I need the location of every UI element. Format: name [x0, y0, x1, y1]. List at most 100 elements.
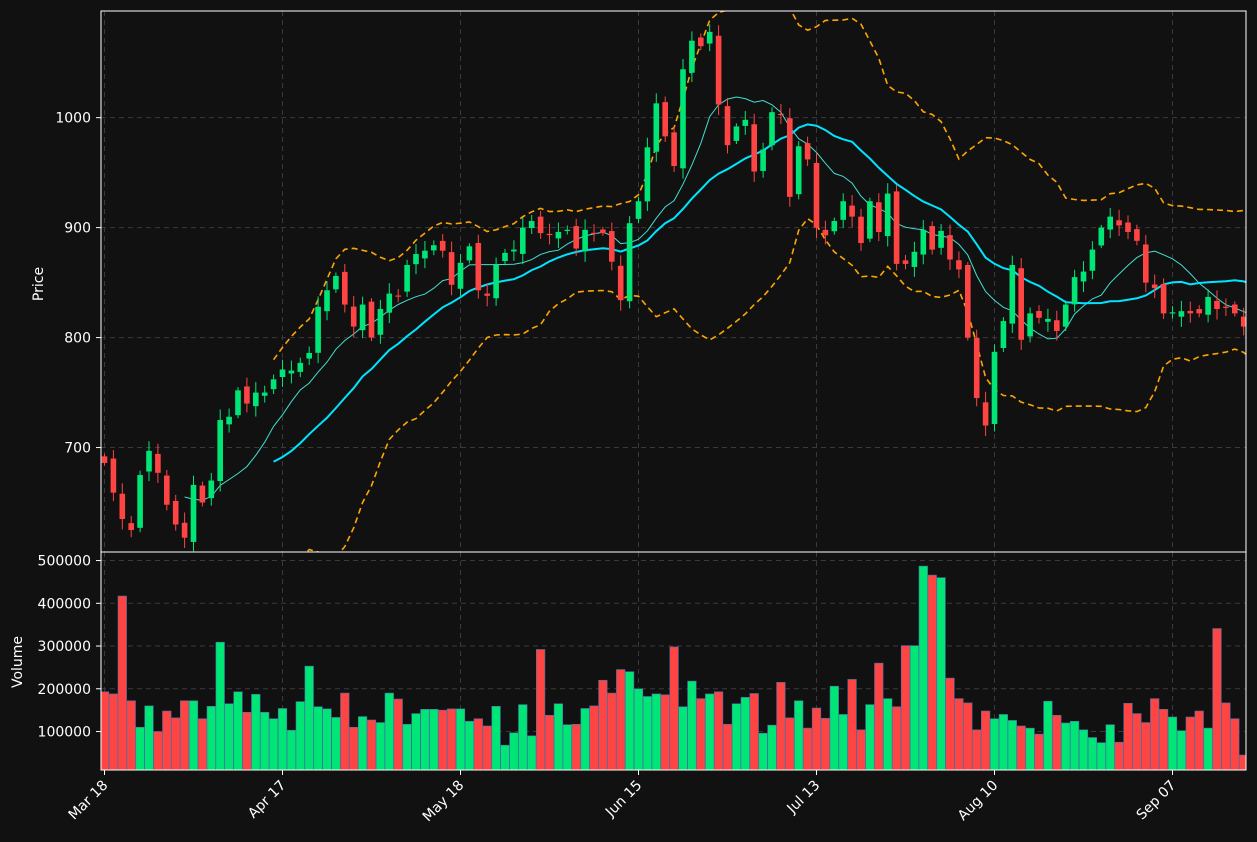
candle-body [680, 69, 686, 169]
candle-body [724, 106, 731, 146]
candle-body [1151, 284, 1158, 289]
candle-body [306, 352, 312, 359]
volume-bar [749, 693, 759, 770]
volume-bar [464, 720, 475, 770]
volume-bar [340, 692, 350, 770]
candle-body [778, 113, 784, 116]
volume-bar [580, 708, 590, 770]
volume-bar [1016, 725, 1026, 770]
volume-bar [1230, 718, 1240, 770]
candle-body [350, 306, 357, 327]
candle-body [1062, 304, 1069, 327]
candle-body [1045, 318, 1051, 322]
candle-body [261, 392, 268, 396]
candle-body [1240, 316, 1246, 327]
candle-body [973, 337, 980, 399]
candle-body [929, 226, 935, 250]
volume-y-tick-label: 300000 [38, 639, 91, 655]
candle-body [991, 351, 998, 425]
volume-bar [402, 723, 412, 770]
candle-body [662, 102, 668, 137]
candle-body [208, 480, 215, 499]
indicator-overlays [184, 11, 1246, 552]
candle-body [137, 475, 143, 528]
candle-body [635, 201, 642, 219]
volume-bar [197, 718, 208, 770]
candle-body [555, 232, 562, 239]
candle-body [1054, 320, 1060, 331]
volume-y-tick-label: 500000 [38, 554, 91, 570]
candle-body [965, 265, 971, 338]
volume-bar [366, 719, 377, 770]
volume-bar [322, 708, 332, 770]
volume-bar [1070, 720, 1080, 770]
candle-body [457, 262, 464, 289]
volume-bar [794, 700, 804, 770]
volume-bar [874, 662, 884, 770]
candle-body [359, 304, 366, 331]
volume-bar [713, 691, 724, 770]
volume-bars [101, 565, 1246, 770]
candle-body [101, 456, 108, 463]
candle-body [475, 242, 482, 291]
candle-body [342, 271, 348, 305]
volume-bar [135, 726, 145, 770]
candle-body [742, 119, 749, 126]
candle-body [1071, 277, 1078, 305]
candle-body [297, 362, 304, 372]
candle-body [876, 202, 882, 233]
candle-body [760, 149, 766, 171]
volume-bar [1052, 714, 1062, 770]
volume-bar [277, 708, 288, 770]
candlesticks [101, 24, 1246, 552]
candle-body [982, 402, 989, 426]
candle-body [128, 523, 134, 531]
price-axis-label: Price [31, 267, 47, 301]
candle-body [644, 147, 651, 202]
volume-bar [1194, 710, 1204, 770]
volume-bar [260, 711, 270, 770]
candle-body [164, 475, 170, 505]
candle-body [315, 306, 321, 353]
candle-body [600, 229, 606, 234]
candle-body [377, 308, 384, 335]
volume-bar [1221, 702, 1231, 770]
candle-body [1080, 271, 1087, 282]
candle-body [1223, 306, 1229, 308]
volume-bar [411, 713, 421, 770]
volume-bar [972, 729, 982, 770]
candle-body [822, 229, 829, 236]
candle-body [1000, 321, 1007, 348]
candle-body [849, 205, 855, 217]
candle-body [804, 143, 811, 160]
volume-bar [101, 691, 110, 770]
volume-bar [349, 726, 359, 770]
price-y-tick-label: 700 [64, 441, 91, 457]
volume-bar [820, 717, 830, 770]
candle-body [431, 245, 437, 251]
volume-bar [500, 744, 510, 770]
candle-body [1169, 312, 1176, 314]
volume-bar [1176, 730, 1186, 770]
candle-body [947, 235, 953, 260]
volume-bar [785, 717, 795, 770]
volume-bar [295, 701, 305, 770]
volume-bar [927, 574, 937, 770]
volume-bar [331, 717, 341, 770]
candle-body [493, 265, 499, 299]
volume-bar [918, 565, 928, 770]
volume-bar [909, 645, 919, 770]
sma-fast-line [184, 96, 1246, 501]
candle-body [573, 226, 579, 249]
volume-bar [553, 703, 563, 770]
candle-body [1196, 309, 1202, 314]
candle-body [893, 191, 900, 264]
candle-body [422, 250, 428, 259]
candle-body [155, 453, 161, 473]
volume-bar [856, 729, 866, 770]
candle-body [413, 254, 419, 265]
volume-bar [829, 685, 839, 770]
volume-bar [180, 700, 190, 770]
volume-bar [571, 723, 581, 770]
upper-band-line [272, 11, 1246, 361]
